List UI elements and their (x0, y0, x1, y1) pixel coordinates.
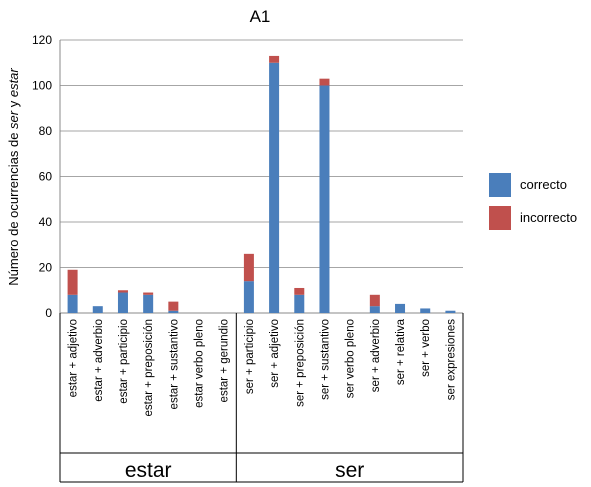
bar-incorrecto-10 (319, 78, 330, 86)
y-axis-label-part: y (6, 97, 21, 111)
x-tick-label: estar + adjetivo (68, 319, 80, 397)
y-tick-label: 100 (32, 79, 52, 93)
bar-correcto-14 (420, 308, 431, 313)
x-tick-label: ser + preposición (294, 319, 306, 407)
bars (67, 55, 456, 313)
x-tick-label: estar + adverbio (93, 319, 105, 402)
y-tick-label: 20 (39, 261, 53, 275)
bar-correcto-7 (243, 281, 254, 313)
y-axis-label-part: Número de ocurrencias de (6, 129, 21, 286)
bar-correcto-15 (445, 310, 456, 313)
bar-correcto-1 (92, 306, 103, 313)
legend-label-correcto: correcto (520, 177, 567, 192)
y-tick-label: 40 (39, 215, 53, 229)
bar-incorrecto-2 (117, 290, 128, 293)
bar-incorrecto-7 (243, 253, 254, 282)
x-tick-label: ser + adverbio (370, 319, 382, 392)
legend-swatch-correcto (489, 173, 511, 197)
bar-correcto-0 (67, 294, 78, 313)
group-label-ser: ser (335, 459, 364, 482)
y-axis-label-part: estar (6, 68, 21, 98)
bar-correcto-13 (395, 303, 406, 313)
bar-incorrecto-8 (269, 55, 280, 63)
bar-correcto-2 (117, 292, 128, 313)
bar-incorrecto-9 (294, 287, 305, 295)
gridlines (59, 39, 463, 314)
y-tick-label: 80 (39, 124, 53, 138)
bar-correcto-3 (143, 294, 154, 313)
x-tick-label: ser verbo pleno (345, 319, 357, 398)
category-table: estar ser estar + adjetivo estar + adverbio… (59, 313, 464, 483)
x-tick-label: ser + adjetivo (269, 319, 281, 388)
bar-correcto-4 (168, 310, 179, 313)
x-tick-label: ser + sustantivo (319, 319, 331, 400)
x-tick-label: estar + gerundio (219, 319, 231, 402)
legend-swatch-incorrecto (489, 206, 511, 230)
bar-correcto-9 (294, 294, 305, 313)
bar-incorrecto-12 (369, 294, 380, 307)
x-tick-label: ser + participio (244, 319, 256, 394)
x-tick-label: estar + sustantivo (168, 319, 180, 409)
group-label-estar: estar (125, 459, 172, 482)
legend-label-incorrecto: incorrecto (520, 210, 577, 225)
bar-correcto-8 (269, 62, 280, 313)
y-tick-label: 120 (32, 33, 52, 47)
x-tick-label: estar + preposición (143, 319, 155, 417)
bar-correcto-12 (369, 306, 380, 313)
y-tick-label: 60 (39, 170, 53, 184)
bar-incorrecto-0 (67, 269, 78, 295)
legend: correcto incorrecto (489, 173, 577, 230)
bar-incorrecto-3 (143, 292, 154, 295)
chart-title: A1 (250, 7, 271, 26)
y-tick-labels: 0 20 40 60 80 100 120 (32, 33, 52, 320)
y-tick-label: 0 (45, 306, 52, 320)
x-tick-label: ser expresiones (445, 319, 457, 400)
y-axis-label-part: ser (6, 110, 21, 129)
y-axis-label: Número de ocurrencias de ser y estar (6, 68, 21, 286)
bar-correcto-10 (319, 85, 330, 313)
bar-incorrecto-4 (168, 301, 179, 311)
x-tick-label: ser + verbo (420, 319, 432, 377)
x-tick-label: estar verbo pleno (194, 319, 206, 408)
x-tick-label: estar + participio (118, 319, 130, 404)
x-tick-label: ser + relativa (395, 318, 407, 385)
